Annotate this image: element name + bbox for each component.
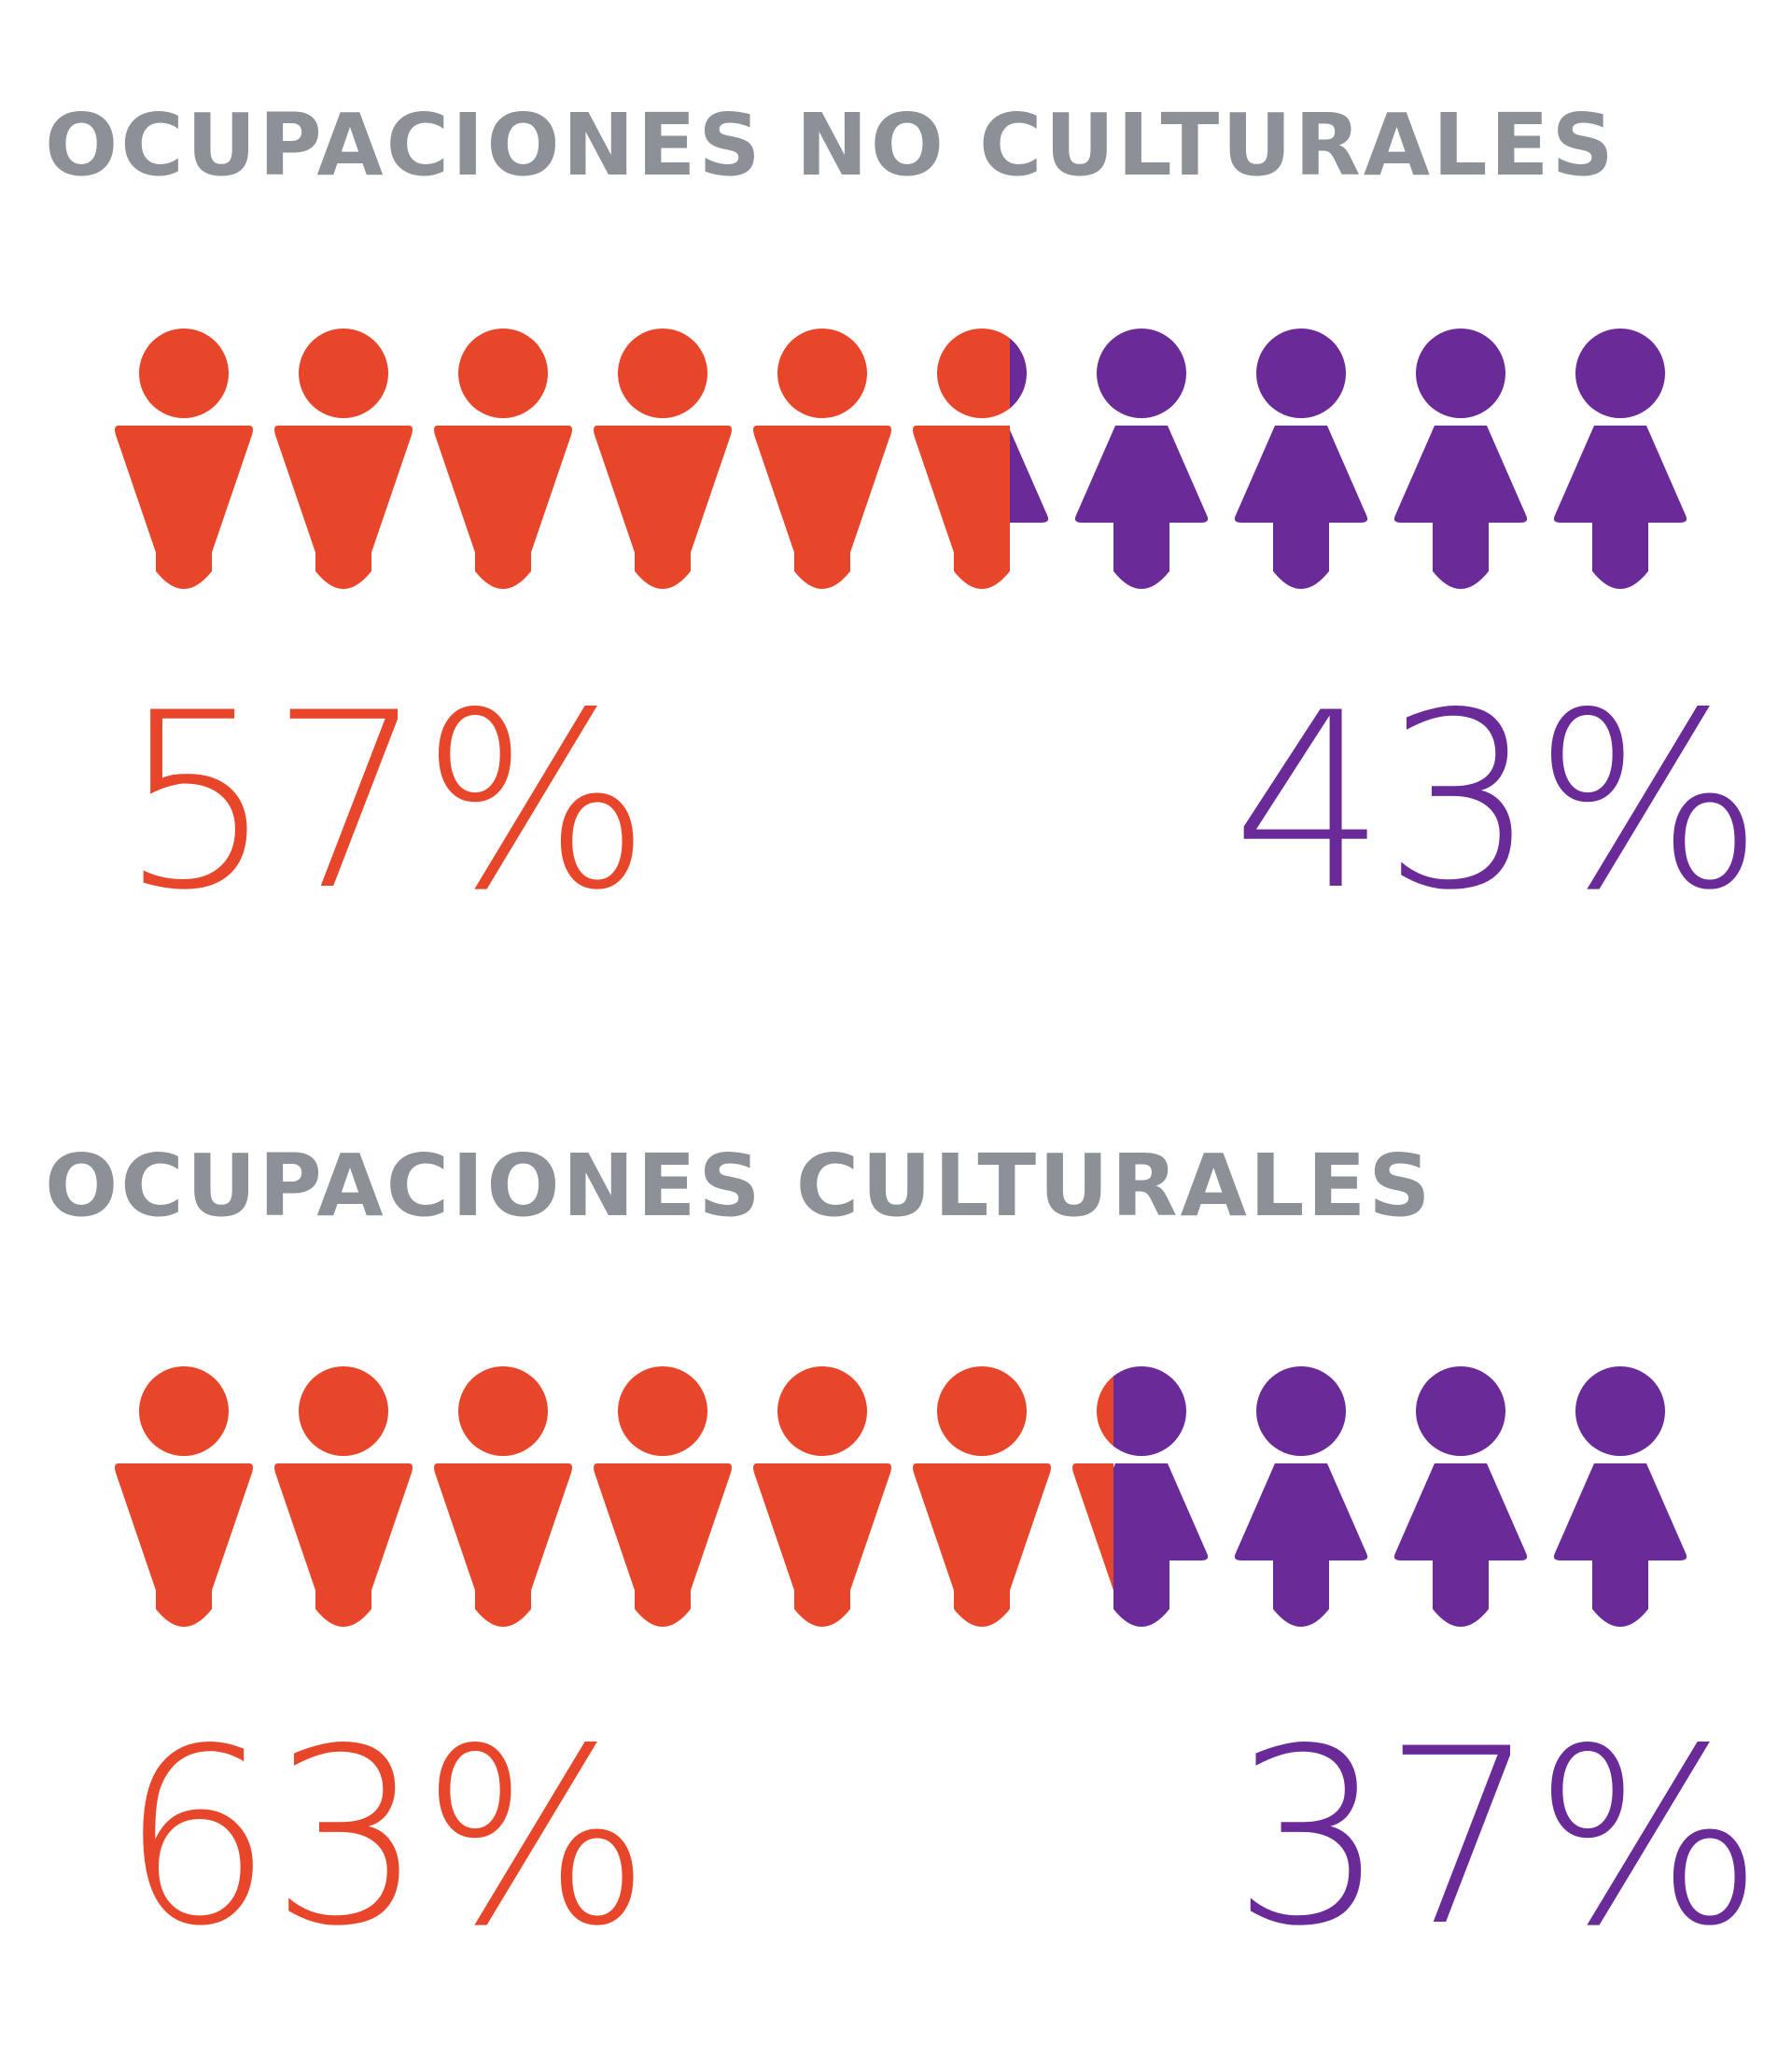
female-person-icon <box>1553 329 1687 589</box>
male-person-icon <box>115 329 253 589</box>
male-person-icon <box>274 329 413 589</box>
female-person-icon <box>1074 329 1209 589</box>
male-person-icon <box>753 329 891 589</box>
female-person-icon <box>1393 329 1528 589</box>
male-person-icon <box>274 1366 413 1627</box>
split-person-icon <box>913 329 1049 589</box>
male-person-icon <box>594 329 732 589</box>
female-person-icon <box>1393 1366 1528 1627</box>
male-percentage-no-culturales: 57% <box>119 662 651 944</box>
male-person-icon <box>913 1366 1051 1627</box>
male-percentage-culturales: 63% <box>119 1698 651 1980</box>
chart-title-no-culturales: OCUPACIONES NO CULTURALES <box>45 95 1617 195</box>
male-person-icon <box>594 1366 732 1627</box>
female-percentage-no-culturales: 43% <box>1232 662 1764 944</box>
female-person-icon <box>1553 1366 1687 1627</box>
female-person-icon <box>1234 1366 1368 1627</box>
female-person-icon <box>1234 329 1368 589</box>
male-person-icon <box>753 1366 891 1627</box>
split-person-icon <box>1072 1366 1209 1627</box>
male-person-icon <box>434 329 572 589</box>
male-person-icon <box>115 1366 253 1627</box>
female-percentage-culturales: 37% <box>1232 1698 1764 1980</box>
male-person-icon <box>434 1366 572 1627</box>
chart-title-culturales: OCUPACIONES CULTURALES <box>45 1136 1434 1236</box>
